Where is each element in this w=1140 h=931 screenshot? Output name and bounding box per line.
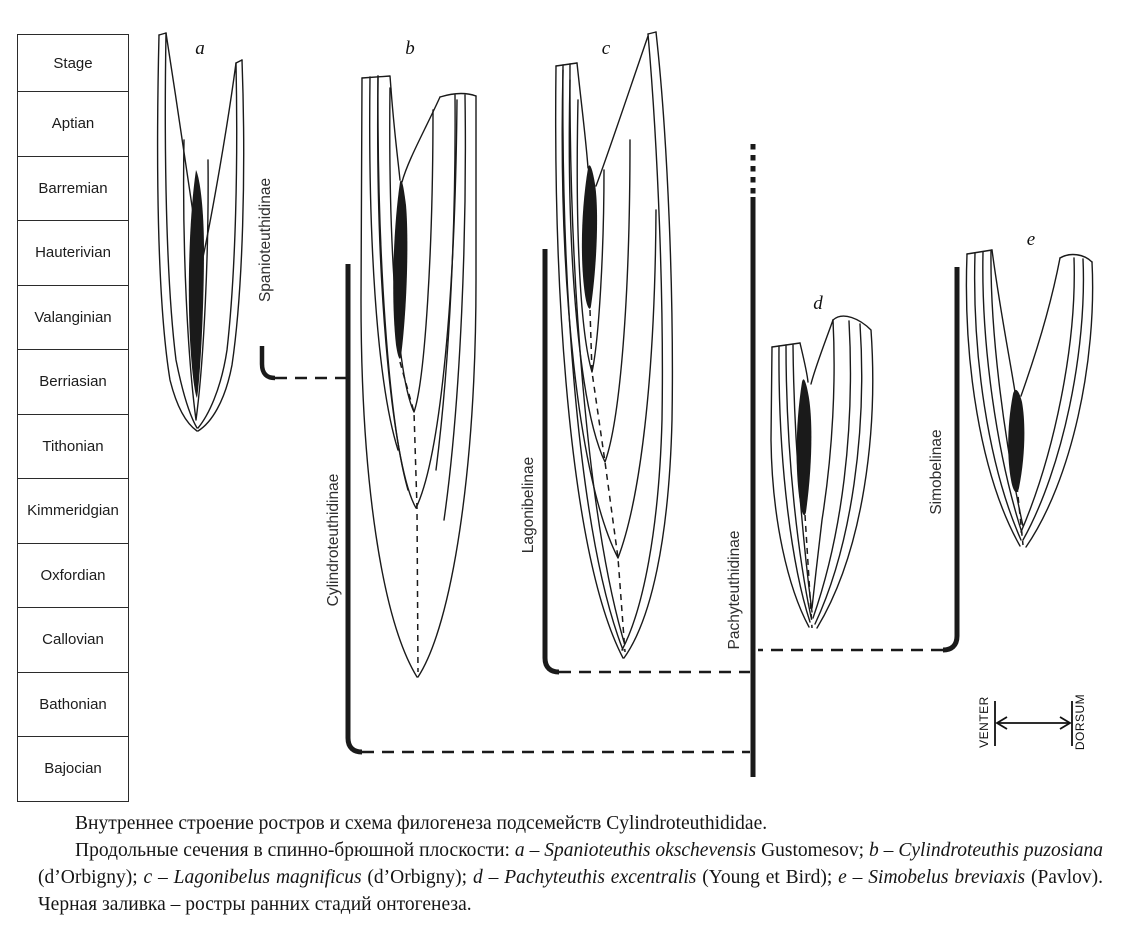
rostrum-b-growth-line	[369, 76, 399, 451]
rostrum-e-top-edge	[966, 249, 993, 255]
rostrum-c-inner-layer	[568, 79, 631, 463]
rostrum-a-growth-line	[158, 32, 198, 429]
phylogeny-diagram: a b	[156, 31, 1094, 777]
rostrum-e-alveolus-edge	[1020, 257, 1061, 397]
rostrum-e-growth-line	[990, 250, 1024, 527]
caption-line-1: Внутреннее строение ростров и схема фило…	[75, 813, 768, 834]
rostrum-c-growth-line	[569, 63, 625, 643]
rostrum-c-inner-layer	[576, 99, 605, 373]
stage-row-valanginian: Valanginian	[18, 284, 128, 350]
rostrum-d-outline	[770, 346, 810, 628]
rostrum-e-growth-line	[1022, 258, 1085, 541]
rostrum-b-top-edge	[361, 75, 392, 90]
phylogeny-lines: Spanioteuthidinae Cylindroteuthidinae La…	[257, 144, 960, 777]
rostrum-a-alveolus-edge	[201, 62, 237, 263]
arrowhead-left-icon	[995, 716, 1008, 730]
stage-row-oxfordian: Oxfordian	[18, 542, 128, 608]
rostrum-b-alveolus-edge	[390, 88, 401, 181]
rostrum-d-inner-layer	[811, 319, 835, 609]
rostrum-c-growth-line	[621, 33, 664, 651]
subfamily-label-simobelinae: Simobelinae	[928, 429, 945, 514]
rostrum-d-alveolus-edge	[810, 319, 834, 385]
stage-row-bajocian: Bajocian	[18, 736, 128, 801]
rostrum-e-growth-line	[973, 252, 1022, 541]
rostrum-e-outline	[965, 253, 1021, 547]
rostrum-a-growth-line	[197, 59, 243, 429]
orientation-axis: VENTER DORSUM	[977, 694, 1087, 750]
early-ontogeny-rostrum-fill	[581, 165, 598, 309]
stage-column: Stage Aptian Barremian Hauterivian Valan…	[17, 34, 129, 802]
rostrum-c-outline	[555, 65, 624, 659]
rostrum-c-alveolus-edge	[576, 62, 589, 169]
stage-row-berriasian: Berriasian	[18, 349, 128, 414]
stage-column-header: Stage	[53, 54, 93, 72]
range-bar-simobelinae	[942, 267, 960, 653]
stage-row-barremian: Barremian	[18, 155, 128, 221]
subfamily-label-cylindroteuthidinae: Cylindroteuthidinae	[325, 474, 342, 607]
stage-row-hauterivian: Hauterivian	[18, 220, 128, 285]
rostrum-c-inner-layer	[561, 69, 657, 559]
stage-row-callovian: Callovian	[18, 607, 128, 672]
rostrum-d-growth-line	[785, 344, 812, 618]
specimen-letter-b: b	[405, 38, 415, 59]
subfamily-label-spanioteuthidinae: Spanioteuthidinae	[257, 178, 274, 302]
range-bar-cylindroteuthidinae	[345, 264, 363, 755]
rostrum-d-drawing: d	[770, 293, 874, 629]
specimen-letter-c: c	[602, 38, 611, 59]
stage-row-tithonian: Tithonian	[18, 413, 128, 479]
rostrum-e-growth-line	[1020, 257, 1075, 533]
dorsum-label: DORSUM	[1073, 694, 1087, 750]
rostrum-b-alveolus-edge	[401, 96, 441, 183]
rostrum-b-inner-layer	[377, 75, 458, 509]
rostrum-d-growth-line	[812, 320, 852, 619]
subfamily-label-pachyteuthidinae: Pachyteuthidinae	[726, 531, 743, 650]
rostrum-e-drawing: e	[965, 229, 1094, 548]
rostrum-d-growth-line	[814, 323, 863, 625]
rostrum-c-growth-line	[562, 64, 624, 651]
rostrum-d-outline	[816, 315, 874, 629]
rostrum-b-drawing: b	[360, 38, 477, 678]
rostrum-e-top-edge	[1059, 253, 1093, 263]
specimen-letter-e: e	[1027, 229, 1035, 250]
ontogeny-axis-dashed	[399, 361, 419, 673]
rostrum-c-alveolus-edge	[595, 35, 649, 187]
rostrum-c-top-edge	[555, 62, 578, 67]
stage-row-kimmeridgian: Kimmeridgian	[18, 478, 128, 543]
arrowhead-right-icon	[1059, 716, 1072, 730]
early-ontogeny-rostrum-fill	[393, 180, 408, 359]
rostrum-b-outline	[417, 95, 477, 678]
figure-caption: Внутреннее строение ростров и схема фило…	[38, 810, 1103, 918]
venter-label: VENTER	[977, 696, 991, 748]
rostrum-b-top-edge	[439, 92, 477, 98]
range-bar-lagonibelinae	[542, 249, 560, 675]
ontogeny-axis-dashed	[1016, 485, 1024, 546]
rostrum-a-drawing: a	[156, 32, 245, 432]
rostrum-b-outline	[360, 77, 418, 678]
rostrum-b-inner-layer	[389, 87, 434, 413]
rostrum-a-outline	[156, 34, 198, 432]
rostrum-c-outline	[623, 31, 674, 659]
stage-row-aptian: Aptian	[18, 91, 128, 156]
early-ontogeny-rostrum-fill	[1008, 389, 1025, 493]
specimen-letter-a: a	[195, 38, 205, 59]
rostrum-e-alveolus-edge	[991, 249, 1016, 393]
rostrum-e-growth-line	[982, 251, 1023, 534]
rostrum-b-growth-line	[443, 94, 467, 521]
rostrum-a-outline	[197, 59, 245, 432]
rostrum-c-drawing: c	[555, 31, 674, 659]
specimen-letter-d: d	[813, 293, 823, 314]
rostrum-e-outline	[1025, 261, 1094, 548]
caption-line-2: Продольные сечения в спинно-брюшной плос…	[38, 840, 1104, 915]
early-ontogeny-rostrum-fill	[188, 170, 204, 398]
early-ontogeny-rostrum-fill	[796, 379, 812, 516]
rostrum-d-alveolus-edge	[799, 342, 809, 383]
ontogeny-axis-dashed	[804, 514, 813, 629]
rostrum-c-top-edge	[647, 31, 657, 35]
stage-row-bathonian: Bathonian	[18, 671, 128, 737]
subfamily-label-lagonibelinae: Lagonibelinae	[520, 457, 537, 554]
range-bar-spanioteuthidinae	[259, 346, 276, 381]
rostrum-d-growth-line	[778, 345, 811, 623]
rostrum-a-inner-layer	[182, 139, 209, 421]
